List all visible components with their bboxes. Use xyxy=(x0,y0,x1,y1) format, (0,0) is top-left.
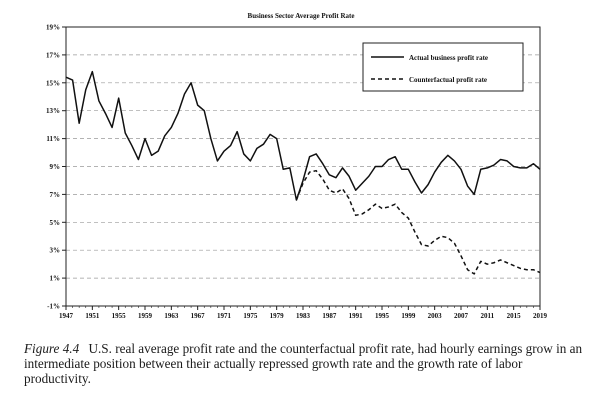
x-tick-label: 1951 xyxy=(85,312,100,320)
series-line-actual xyxy=(65,70,541,201)
figure-number: Figure 4.4 xyxy=(24,341,80,356)
x-tick-label: 2007 xyxy=(454,312,469,320)
legend-label-counterfactual: Counterfactual profit rate xyxy=(409,76,487,84)
y-tick-label: 9% xyxy=(50,163,61,171)
x-tick-labels: 1947 1951 1955 1959 1963 1967 1971 1975 1979 1983… xyxy=(59,312,548,320)
y-tick-label: 17% xyxy=(46,51,60,59)
caption-text: U.S. real average profit rate and the co… xyxy=(24,341,583,386)
x-tick-label: 1963 xyxy=(164,312,179,320)
y-tick-label: 5% xyxy=(50,219,61,227)
x-tick-label: 1971 xyxy=(217,312,232,320)
x-tick-label: 1959 xyxy=(138,312,153,320)
x-tick-label: 1999 xyxy=(401,312,416,320)
y-tick-label: -1% xyxy=(47,303,60,311)
y-tick-label: 1% xyxy=(50,275,61,283)
axes xyxy=(62,26,541,310)
x-tick-label: 1955 xyxy=(112,312,127,320)
figure-caption: Figure 4.4 U.S. real average profit rate… xyxy=(24,341,584,386)
x-tick-label: 1967 xyxy=(191,312,206,320)
x-tick-label: 1947 xyxy=(59,312,74,320)
legend: Actual business profit rate Counterfactu… xyxy=(362,42,524,92)
x-tick-label: 2015 xyxy=(507,312,522,320)
x-tick-label: 2003 xyxy=(428,312,443,320)
profit-rate-chart: Business Sector Average Profit Rate -1%1… xyxy=(46,12,548,320)
x-tick-label: 2011 xyxy=(481,312,495,320)
y-tick-labels: -1% 1% 3% 5% 7% 9% 11% 13% 15% 17% 19% xyxy=(46,24,60,311)
x-tick-label: 1979 xyxy=(270,312,285,320)
legend-box xyxy=(362,42,524,92)
y-tick-label: 11% xyxy=(46,135,60,143)
series-line-counterfactual xyxy=(295,169,541,275)
x-tick-label: 1983 xyxy=(296,312,311,320)
legend-label-actual: Actual business profit rate xyxy=(409,54,488,62)
x-tick-label: 1995 xyxy=(375,312,390,320)
x-tick-label: 2019 xyxy=(533,312,548,320)
y-tick-label: 15% xyxy=(46,79,60,87)
x-tick-label: 1987 xyxy=(322,312,337,320)
series-lines xyxy=(65,70,541,275)
y-tick-label: 19% xyxy=(46,24,60,32)
chart-title: Business Sector Average Profit Rate xyxy=(248,12,355,20)
x-tick-label: 1991 xyxy=(349,312,364,320)
y-tick-label: 3% xyxy=(50,247,61,255)
x-tick-label: 1975 xyxy=(243,312,258,320)
y-tick-label: 7% xyxy=(50,191,61,199)
y-tick-label: 13% xyxy=(46,107,60,115)
